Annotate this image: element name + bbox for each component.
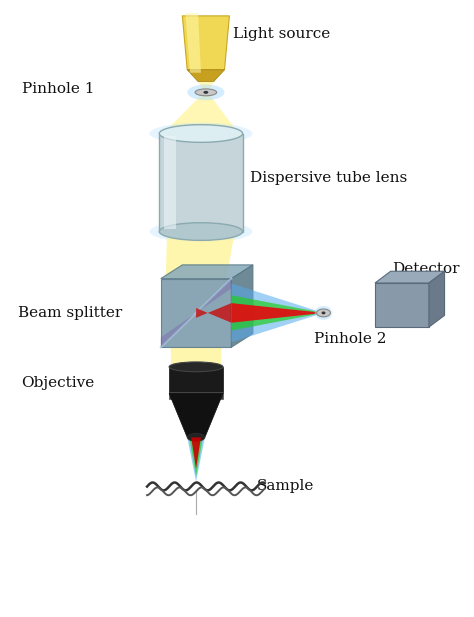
Ellipse shape: [203, 91, 208, 94]
Polygon shape: [163, 93, 239, 133]
Text: Sample: Sample: [257, 479, 314, 494]
Bar: [159, 133, 243, 231]
Bar: [375, 283, 429, 327]
Text: Detector: Detector: [392, 262, 460, 276]
Text: Objective: Objective: [21, 376, 95, 391]
Bar: [169, 392, 223, 399]
Bar: [169, 367, 223, 393]
Polygon shape: [187, 437, 205, 481]
Polygon shape: [185, 13, 201, 73]
Ellipse shape: [315, 306, 332, 320]
Polygon shape: [161, 265, 253, 279]
Bar: [164, 136, 176, 229]
Polygon shape: [189, 437, 203, 476]
Ellipse shape: [195, 89, 217, 96]
Polygon shape: [231, 303, 323, 323]
Text: Light source: Light source: [233, 27, 330, 41]
Ellipse shape: [159, 223, 243, 241]
Polygon shape: [429, 271, 445, 327]
Polygon shape: [171, 347, 221, 367]
Polygon shape: [375, 271, 445, 283]
Polygon shape: [196, 303, 231, 323]
Polygon shape: [187, 70, 225, 81]
Text: Pinhole 1: Pinhole 1: [21, 83, 94, 96]
Polygon shape: [169, 393, 223, 437]
Polygon shape: [161, 279, 231, 347]
Ellipse shape: [169, 362, 223, 371]
Polygon shape: [182, 16, 229, 70]
Text: Dispersive tube lens: Dispersive tube lens: [250, 171, 408, 184]
Text: Beam splitter: Beam splitter: [18, 306, 122, 320]
Polygon shape: [231, 265, 253, 347]
Ellipse shape: [149, 221, 253, 242]
Polygon shape: [161, 279, 231, 347]
Polygon shape: [198, 81, 214, 93]
Ellipse shape: [187, 85, 225, 100]
Polygon shape: [231, 296, 323, 331]
Ellipse shape: [149, 123, 253, 144]
Ellipse shape: [317, 309, 330, 317]
Ellipse shape: [321, 312, 326, 315]
Polygon shape: [191, 437, 201, 469]
Ellipse shape: [187, 434, 205, 441]
Ellipse shape: [159, 125, 243, 143]
Polygon shape: [166, 231, 235, 279]
Polygon shape: [231, 283, 323, 342]
Text: Pinhole 2: Pinhole 2: [314, 333, 386, 346]
